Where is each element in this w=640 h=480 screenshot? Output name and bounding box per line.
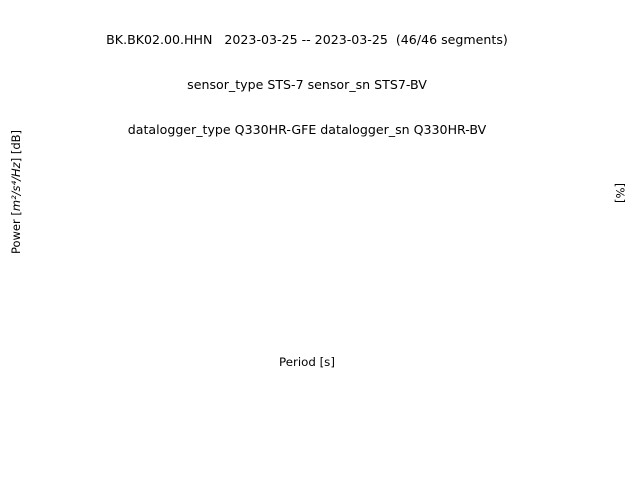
y-axis-label: Power [m²/s⁴/Hz] [dB] bbox=[9, 130, 23, 254]
y-axis-label-prefix: Power [ bbox=[9, 211, 23, 255]
plot-title-line3: datalogger_type Q330HR-GFE datalogger_sn… bbox=[127, 122, 487, 137]
y-axis-label-units: m²/s⁴/Hz bbox=[9, 162, 23, 212]
y-axis-label-suffix: ] [dB] bbox=[9, 129, 23, 163]
x-axis-label: Period [s] bbox=[279, 355, 335, 369]
plot-title-line2: sensor_type STS-7 sensor_sn STS7-BV bbox=[187, 77, 427, 92]
colorbar-label: [%] bbox=[613, 183, 627, 203]
plot-title-line1: BK.BK02.00.HHN 2023-03-25 -- 2023-03-25 … bbox=[106, 32, 508, 47]
plot-title: BK.BK02.00.HHN 2023-03-25 -- 2023-03-25 … bbox=[0, 2, 614, 167]
